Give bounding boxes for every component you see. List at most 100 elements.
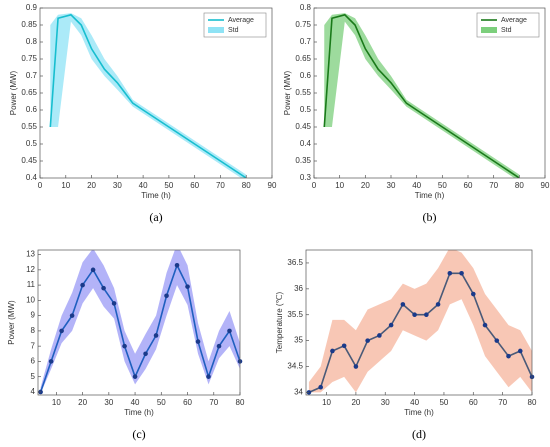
legend-swatch (208, 27, 224, 33)
marker (494, 338, 500, 343)
y-tick-label: 0.45 (21, 156, 37, 165)
std-band (40, 250, 240, 394)
y-tick-label: 0.55 (295, 88, 311, 97)
x-tick-label: 0 (38, 181, 43, 190)
marker (69, 313, 75, 318)
x-tick-label: 10 (52, 398, 61, 407)
marker (388, 322, 394, 328)
y-tick-label: 0.5 (26, 139, 38, 148)
y-tick-label: 36.5 (287, 258, 303, 267)
y-tick-label: 0.7 (300, 37, 312, 46)
x-tick-label: 30 (381, 398, 390, 407)
y-tick-label: 8 (31, 326, 36, 335)
x-tick-label: 40 (139, 181, 148, 190)
y-tick-label: 0.9 (26, 3, 38, 12)
marker (132, 374, 138, 379)
plot (308, 250, 532, 394)
y-axis-label: Temperature (℃) (275, 291, 284, 353)
y-tick-label: 36 (294, 284, 303, 293)
x-axis-label: Time (h) (124, 408, 154, 417)
x-tick-label: 10 (335, 181, 344, 190)
marker (174, 262, 180, 268)
marker (206, 374, 211, 379)
x-axis-label: Time (h) (415, 191, 445, 200)
legend-label: Std (228, 27, 239, 34)
x-tick-label: 20 (78, 398, 87, 407)
series-line (323, 13, 520, 178)
x-tick-label: 60 (469, 398, 478, 407)
y-tick-label: 0.6 (26, 105, 38, 114)
marker (341, 343, 347, 349)
y-tick-label: 6 (31, 357, 36, 366)
x-tick-label: 0 (312, 181, 317, 190)
marker (400, 302, 406, 307)
y-axis-label: Power (MW) (7, 300, 16, 345)
y-tick-label: 13 (26, 250, 35, 259)
x-tick-label: 80 (515, 181, 524, 190)
y-tick-label: 9 (31, 311, 36, 320)
y-tick-label: 0.3 (300, 173, 312, 182)
legend-swatch (481, 27, 497, 33)
panel-label: (c) (132, 427, 145, 441)
x-axis-label: Time (h) (141, 191, 171, 200)
y-tick-label: 5 (31, 372, 36, 381)
marker (227, 328, 232, 334)
marker (90, 267, 96, 273)
marker (122, 343, 127, 349)
y-tick-label: 0.6 (300, 71, 312, 80)
marker (59, 328, 64, 334)
y-tick-label: 0.45 (295, 122, 311, 131)
y-tick-label: 0.4 (26, 173, 38, 182)
x-tick-label: 70 (498, 398, 507, 407)
y-tick-label: 0.4 (300, 139, 312, 148)
series-line (49, 13, 247, 178)
x-tick-label: 80 (236, 398, 245, 407)
x-tick-label: 50 (157, 398, 166, 407)
marker (517, 348, 523, 354)
x-tick-label: 70 (216, 181, 225, 190)
marker (153, 333, 159, 338)
y-tick-label: 0.85 (21, 20, 37, 29)
legend-label: Std (501, 27, 512, 34)
axes-frame (305, 249, 533, 396)
y-tick-label: 0.65 (21, 88, 37, 97)
marker (353, 364, 359, 369)
x-tick-label: 60 (190, 181, 199, 190)
x-tick-label: 60 (464, 181, 473, 190)
marker (80, 282, 85, 288)
x-tick-label: 30 (104, 398, 113, 407)
x-tick-label: 40 (410, 398, 419, 407)
marker (482, 322, 488, 328)
x-tick-label: 50 (438, 181, 447, 190)
marker (365, 338, 370, 343)
x-tick-label: 30 (387, 181, 396, 190)
marker (377, 333, 382, 338)
y-tick-label: 34.5 (287, 362, 303, 371)
x-tick-label: 50 (164, 181, 173, 190)
marker (506, 353, 511, 359)
y-tick-label: 0.8 (300, 3, 312, 12)
marker (412, 312, 417, 318)
y-tick-label: 4 (31, 387, 36, 396)
plot (39, 250, 240, 394)
x-tick-label: 90 (268, 181, 277, 190)
plot (323, 13, 520, 178)
series-line (308, 272, 532, 394)
marker (459, 271, 464, 276)
y-tick-label: 11 (27, 280, 36, 289)
x-tick-label: 40 (412, 181, 421, 190)
x-tick-label: 60 (183, 398, 192, 407)
marker (435, 302, 441, 307)
y-tick-label: 7 (31, 341, 36, 350)
x-tick-label: 10 (61, 181, 70, 190)
marker (48, 359, 54, 364)
y-tick-label: 0.7 (26, 71, 38, 80)
x-tick-label: 20 (351, 398, 360, 407)
legend-label: Average (228, 17, 254, 24)
marker (470, 291, 476, 297)
marker (111, 301, 117, 306)
y-axis-label: Power (MW) (283, 70, 292, 115)
y-tick-label: 0.75 (21, 54, 37, 63)
series-line (39, 263, 240, 393)
y-tick-label: 0.75 (295, 20, 311, 29)
